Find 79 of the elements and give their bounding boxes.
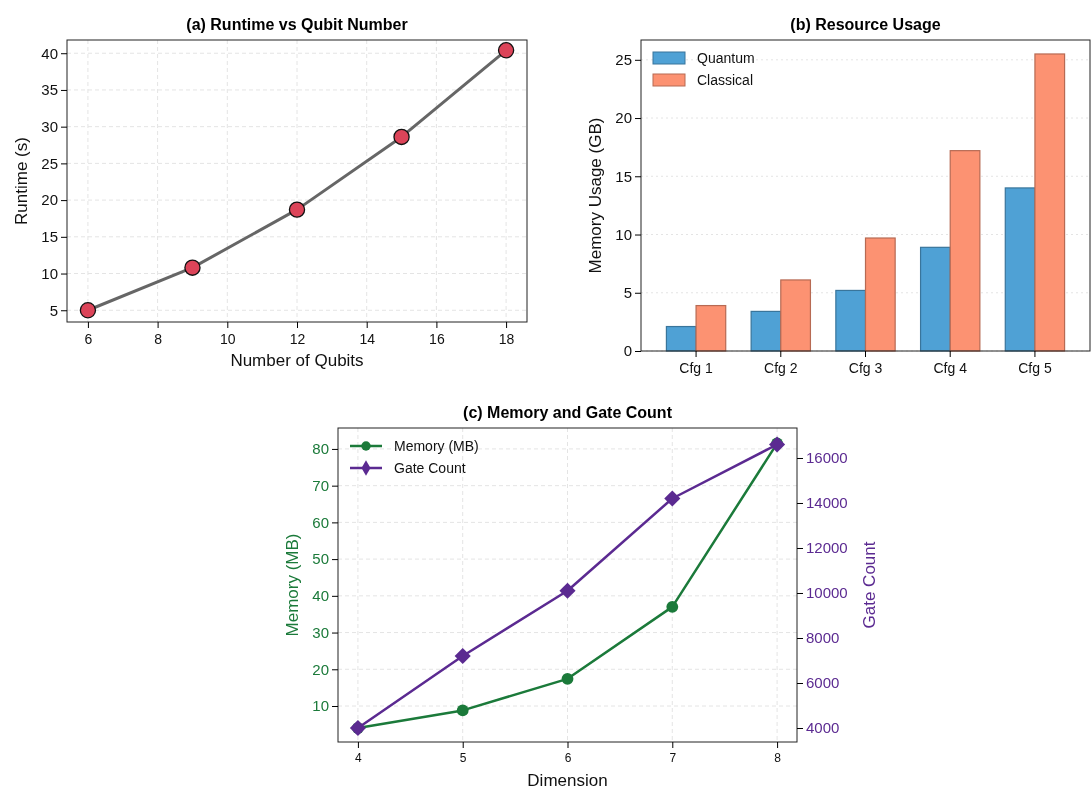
- x-tick-label: Cfg 1: [679, 359, 714, 376]
- x-tick-label: Cfg 3: [848, 359, 883, 376]
- point: [288, 201, 306, 218]
- x-tick-label: 14: [359, 330, 376, 347]
- y-tick-label: 30: [312, 623, 329, 641]
- y2-tick-label: 16000: [806, 449, 848, 467]
- x-tick-label: 6: [84, 330, 93, 347]
- point: [664, 490, 681, 507]
- x-tick-label: 5: [459, 750, 467, 765]
- point: [393, 128, 410, 146]
- y2-tick-label: 14000: [806, 494, 848, 512]
- x-tick-label: 10: [220, 330, 236, 347]
- y2-axis-title: Gate Count: [860, 541, 879, 629]
- y-tick-label: 10: [312, 697, 329, 715]
- x-tick-label: Cfg 5: [1018, 359, 1052, 376]
- y-tick-label: 40: [312, 587, 329, 605]
- bar: [949, 150, 981, 352]
- bar: [1034, 53, 1066, 352]
- y-tick-label: 60: [312, 513, 329, 531]
- chart-title: (c) Memory and Gate Count: [463, 404, 673, 421]
- point: [497, 42, 515, 59]
- x-tick-label: 8: [154, 330, 163, 347]
- bar: [919, 246, 951, 352]
- x-tick-label: 4: [355, 750, 363, 765]
- y2-tick-label: 12000: [806, 539, 848, 557]
- bar: [780, 279, 812, 352]
- y-tick-label: 0: [623, 342, 632, 360]
- point: [666, 600, 679, 613]
- bar: [835, 289, 867, 352]
- y2-tick-label: 8000: [806, 629, 840, 647]
- y-tick-label: 80: [312, 440, 329, 458]
- x-tick-label: 6: [564, 750, 572, 765]
- x-tick-label: 8: [774, 750, 782, 765]
- y-tick-label: 5: [49, 301, 58, 319]
- y-tick-label: 50: [312, 550, 329, 568]
- y2-tick-label: 6000: [806, 674, 840, 692]
- y2-tick-label: 10000: [806, 584, 848, 602]
- y-tick-label: 35: [41, 81, 58, 99]
- y-tick-label: 10: [41, 264, 58, 282]
- point: [559, 582, 576, 599]
- y-tick-label: 40: [41, 44, 58, 62]
- bar: [1004, 187, 1036, 352]
- y-tick-label: 25: [615, 51, 632, 69]
- x-tick-label: Cfg 2: [764, 359, 798, 376]
- y-tick-label: 5: [623, 284, 632, 302]
- y-tick-label: 20: [41, 191, 58, 209]
- x-tick-label: 12: [289, 330, 306, 347]
- chart-title: (b) Resource Usage: [790, 16, 941, 33]
- point: [79, 302, 97, 319]
- y-axis-title: Memory Usage (GB): [586, 117, 605, 274]
- legend-label: Gate Count: [394, 459, 466, 476]
- bar: [750, 310, 782, 352]
- y-tick-label: 15: [615, 167, 632, 185]
- x-tick-label: Cfg 4: [933, 359, 968, 376]
- y-tick-label: 20: [312, 660, 329, 678]
- x-tick-label: 7: [669, 750, 677, 765]
- x-tick-label: 18: [498, 330, 515, 347]
- x-tick-label: 16: [429, 330, 445, 347]
- point: [561, 672, 574, 685]
- x-axis-title: Dimension: [527, 771, 608, 787]
- y-tick-label: 15: [41, 228, 58, 246]
- y2-tick-label: 4000: [806, 719, 840, 737]
- point: [454, 647, 471, 665]
- legend-label: Quantum: [697, 49, 755, 66]
- bar: [695, 304, 727, 352]
- chart-title: (a) Runtime vs Qubit Number: [186, 16, 408, 33]
- y-tick-label: 70: [312, 476, 329, 494]
- legend-label: Classical: [697, 71, 754, 88]
- bar: [864, 237, 896, 352]
- y-tick-label: 20: [615, 109, 632, 127]
- y-axis-title: Runtime (s): [12, 137, 31, 225]
- x-axis-title: Number of Qubits: [230, 351, 364, 370]
- y-tick-label: 10: [615, 225, 632, 243]
- point: [456, 704, 469, 717]
- point: [184, 259, 201, 276]
- legend-label: Memory (MB): [394, 437, 479, 454]
- y-tick-label: 25: [41, 154, 58, 172]
- y-tick-label: 30: [41, 117, 58, 135]
- y-axis-title: Memory (MB): [283, 533, 302, 637]
